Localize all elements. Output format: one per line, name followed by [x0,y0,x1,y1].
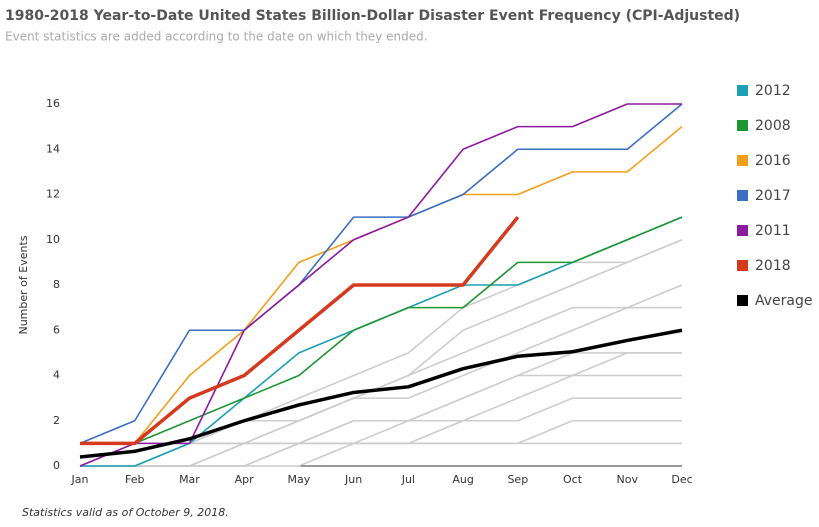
x-tick-label: Mar [179,473,200,486]
y-tick-label: 14 [46,142,60,155]
footnote: Statistics valid as of October 9, 2018. [22,506,229,519]
legend-swatch [737,120,748,131]
series-line [80,216,683,445]
legend-label: 2016 [755,153,791,169]
y-tick-label: 4 [53,369,60,382]
legend-swatch [737,85,748,96]
series-line [79,103,683,445]
background-line [80,352,682,467]
x-tick-label: Apr [235,473,255,486]
legend-swatch [737,190,748,201]
x-tick-label: May [288,473,311,486]
legend-label: 2018 [755,258,791,274]
x-tick-label: Aug [452,473,473,486]
y-tick-label: 16 [46,97,60,110]
x-tick-label: Jul [401,473,415,486]
series-line [79,103,682,467]
legend-label: 2017 [755,188,791,204]
x-tick-label: Jun [344,473,362,486]
legend-label: 2012 [755,83,791,99]
legend-swatch [737,225,748,236]
chart-subtitle: Event statistics are added according to … [5,30,428,44]
legend-swatch [737,155,748,166]
y-axis-label: Number of Events [17,235,30,334]
legend-label: Average [755,293,813,309]
legend-swatch [737,295,748,306]
y-tick-label: 6 [53,323,60,336]
x-tick-label: Feb [125,473,144,486]
x-tick-label: Dec [671,473,692,486]
x-tick-label: Oct [563,473,583,486]
x-tick-label: Sep [507,473,528,486]
series-line [79,328,683,459]
legend-label: 2011 [755,223,791,239]
background-line [80,352,682,467]
y-tick-label: 2 [53,414,60,427]
y-tick-label: 10 [46,233,60,246]
x-tick-label: Jan [71,473,89,486]
y-tick-label: 0 [53,459,60,472]
y-tick-label: 12 [46,188,60,201]
y-tick-label: 8 [53,278,60,291]
series-line [80,216,520,446]
legend-label: 2008 [755,118,791,134]
x-tick-label: Nov [617,473,639,486]
chart-title: 1980-2018 Year-to-Date United States Bil… [5,8,740,24]
legend-swatch [737,260,748,271]
